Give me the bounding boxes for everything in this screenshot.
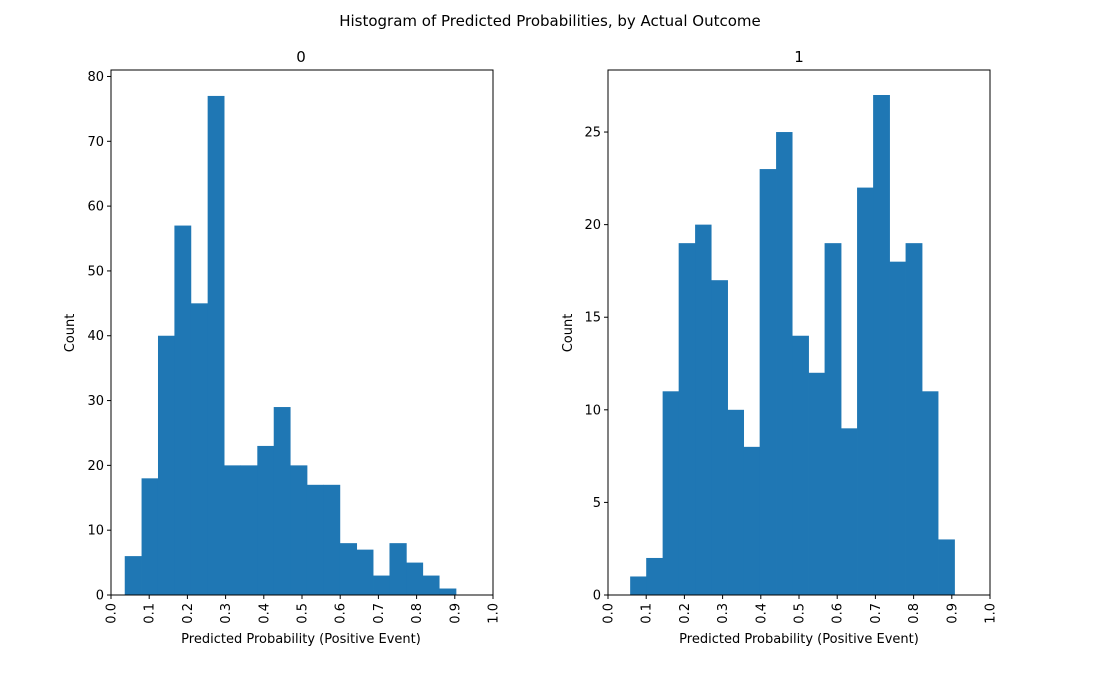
histogram-bar xyxy=(273,407,291,595)
x-tick-label: 1.0 xyxy=(487,603,502,624)
x-tick-label: 0.0 xyxy=(105,603,120,624)
histogram-bar xyxy=(662,391,680,595)
histogram-bar xyxy=(938,539,955,595)
panel-outcome-1: 1 Predicted Probability (Positive Event)… xyxy=(561,48,999,647)
x-axis-label: Predicted Probability (Positive Event) xyxy=(181,632,421,647)
x-tick-label: 0.1 xyxy=(143,603,158,624)
histogram-bar xyxy=(630,576,647,595)
panel-outcome-0: 0 Predicted Probability (Positive Event)… xyxy=(63,48,502,647)
y-tick-label: 40 xyxy=(87,329,104,344)
x-tick-label: 0.6 xyxy=(334,603,349,624)
x-tick-label: 0.9 xyxy=(945,603,960,624)
histogram-bar xyxy=(124,556,142,595)
x-tick-label: 0.4 xyxy=(257,603,272,624)
histogram-bar xyxy=(339,543,358,595)
x-tick-label: 0.7 xyxy=(869,603,884,624)
x-tick-label: 0.8 xyxy=(907,603,922,624)
histogram-bar xyxy=(356,549,374,595)
x-tick-label: 0.5 xyxy=(793,603,808,624)
y-tick-label: 30 xyxy=(87,394,104,409)
histogram-bar xyxy=(695,224,712,595)
x-tick-label: 0.7 xyxy=(372,603,387,624)
y-tick-label: 15 xyxy=(584,311,601,326)
x-tick-label: 0.8 xyxy=(410,603,425,624)
y-axis-label: Count xyxy=(63,314,78,353)
y-tick-label: 0 xyxy=(96,589,104,604)
y-axis-label: Count xyxy=(561,314,576,353)
x-tick-label: 0.5 xyxy=(296,603,311,624)
x-tick-label: 0.1 xyxy=(640,603,655,624)
histogram-bar xyxy=(841,428,858,595)
x-axis-label: Predicted Probability (Positive Event) xyxy=(679,632,919,647)
histogram-bar xyxy=(422,575,440,595)
y-tick-label: 60 xyxy=(87,200,104,215)
histogram-bar xyxy=(776,132,793,596)
histogram-bar xyxy=(922,391,939,595)
histogram-bar xyxy=(759,169,777,595)
x-tick-label: 0.0 xyxy=(602,603,617,624)
histogram-bar xyxy=(373,575,390,595)
histogram-bar xyxy=(439,588,457,595)
histogram-bar xyxy=(157,335,175,595)
histogram-bar xyxy=(824,243,842,595)
panel-title: 0 xyxy=(296,48,306,66)
x-tick-label: 0.6 xyxy=(831,603,846,624)
y-tick-label: 20 xyxy=(87,459,104,474)
histogram-bar xyxy=(290,465,308,595)
histogram-bar xyxy=(174,225,192,595)
histogram-bar xyxy=(678,243,696,595)
y-tick-label: 20 xyxy=(584,218,601,233)
x-tick-label: 0.3 xyxy=(716,603,731,624)
histogram-bar xyxy=(857,187,874,595)
histogram-bar xyxy=(323,484,341,595)
y-tick-label: 10 xyxy=(584,403,601,418)
x-tick-label: 0.3 xyxy=(219,603,234,624)
x-tick-label: 0.2 xyxy=(181,603,196,624)
y-tick-label: 25 xyxy=(584,126,601,141)
y-tick-label: 70 xyxy=(87,135,104,150)
x-tick-label: 0.4 xyxy=(754,603,769,624)
histogram-bar xyxy=(711,280,728,595)
histogram-bar xyxy=(873,95,890,595)
figure-title: Histogram of Predicted Probabilities, by… xyxy=(339,12,761,30)
histogram-bars xyxy=(630,95,955,596)
histogram-bar xyxy=(646,557,664,595)
histogram-bar xyxy=(406,562,424,595)
y-tick-label: 80 xyxy=(87,70,104,85)
y-tick-label: 5 xyxy=(593,496,601,511)
panel-title: 1 xyxy=(794,48,804,66)
x-tick-label: 1.0 xyxy=(984,603,999,624)
y-tick-label: 50 xyxy=(87,264,104,279)
histogram-bar xyxy=(743,446,761,595)
histogram-bar xyxy=(190,303,209,595)
histogram-bar xyxy=(905,243,923,595)
histogram-bar xyxy=(224,465,241,595)
histogram-bar xyxy=(141,478,159,595)
histogram-bar xyxy=(808,372,825,595)
histogram-bar xyxy=(306,484,324,595)
histogram-bar xyxy=(389,543,407,595)
histogram-bar xyxy=(207,95,225,596)
y-tick-label: 10 xyxy=(87,524,104,539)
x-tick-label: 0.2 xyxy=(678,603,693,624)
histogram-bars xyxy=(124,95,457,596)
histogram-bar xyxy=(727,409,745,595)
histogram-bar xyxy=(257,445,275,595)
histogram-bar xyxy=(889,261,906,595)
histogram-bar xyxy=(792,335,809,595)
y-tick-label: 0 xyxy=(593,589,601,604)
x-tick-label: 0.9 xyxy=(448,603,463,624)
histogram-bar xyxy=(240,465,258,595)
